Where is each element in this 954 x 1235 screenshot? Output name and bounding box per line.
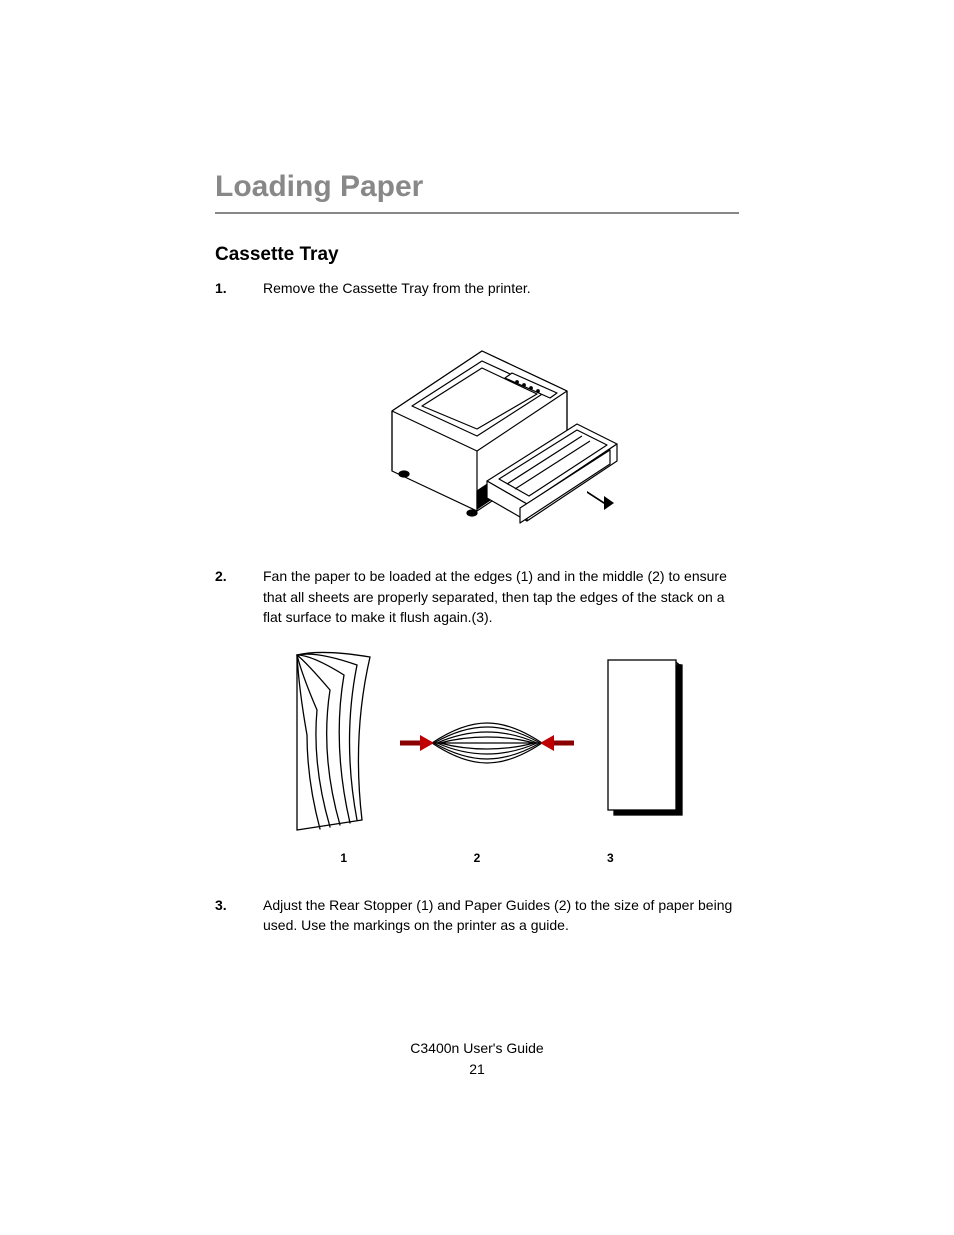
figure-label-1: 1 (340, 851, 347, 865)
section-title: Cassette Tray (215, 244, 739, 266)
step-text: Fan the paper to be loaded at the edges … (263, 566, 739, 627)
step-text: Remove the Cassette Tray from the printe… (263, 278, 739, 298)
arrow-left-icon (400, 735, 434, 751)
figure-label-2: 2 (474, 851, 481, 865)
step-text: Adjust the Rear Stopper (1) and Paper Gu… (263, 895, 739, 936)
title-rule (215, 212, 739, 214)
step-3: 3. Adjust the Rear Stopper (1) and Paper… (215, 895, 739, 936)
page-title: Loading Paper (215, 170, 739, 204)
page-footer: C3400n User's Guide 21 (0, 1038, 954, 1080)
printer-illustration (332, 316, 622, 536)
page: Loading Paper Cassette Tray 1. Remove th… (0, 0, 954, 1235)
figure-label-3: 3 (607, 851, 614, 865)
step-number: 2. (215, 566, 263, 586)
figure-printer (215, 316, 739, 536)
step-number: 1. (215, 278, 263, 298)
footer-guide: C3400n User's Guide (0, 1038, 954, 1059)
fan-paper-illustration (262, 645, 692, 845)
arrow-right-icon (540, 735, 574, 751)
figure-fan-paper: 1 2 3 (215, 645, 739, 865)
step-number: 3. (215, 895, 263, 915)
step-1: 1. Remove the Cassette Tray from the pri… (215, 278, 739, 298)
step-2: 2. Fan the paper to be loaded at the edg… (215, 566, 739, 627)
footer-page: 21 (0, 1059, 954, 1080)
figure-labels: 1 2 3 (277, 851, 677, 865)
